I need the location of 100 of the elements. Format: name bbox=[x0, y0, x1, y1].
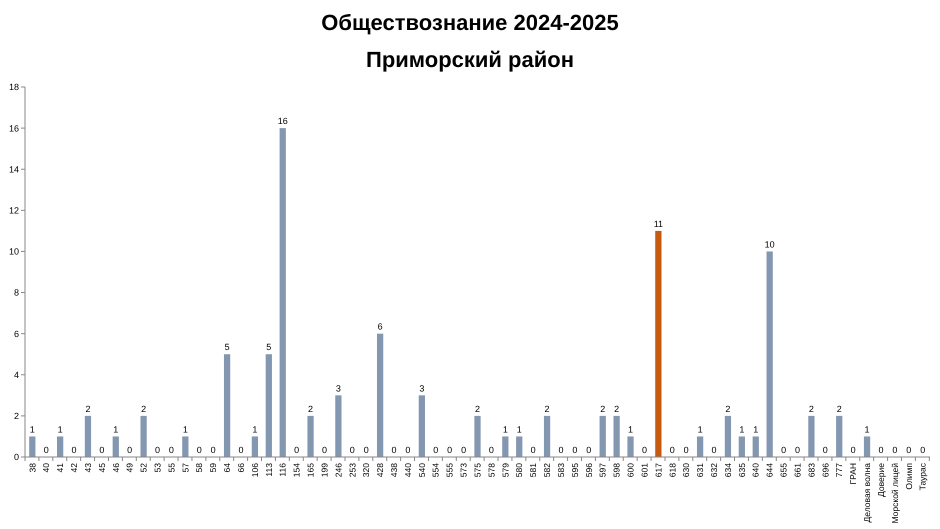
data-label: 1 bbox=[252, 424, 258, 434]
bar bbox=[266, 354, 272, 457]
x-tick-label: 640 bbox=[750, 462, 761, 478]
data-label: 11 bbox=[654, 218, 664, 229]
data-label: 0 bbox=[642, 445, 647, 455]
x-tick-label: 46 bbox=[110, 462, 121, 472]
data-label: 0 bbox=[850, 445, 856, 455]
chart-title: Обществознание 2024-2025 bbox=[321, 10, 619, 35]
data-label: 2 bbox=[85, 404, 90, 414]
data-label: 0 bbox=[168, 445, 174, 455]
x-tick-label: 578 bbox=[486, 462, 496, 478]
bar bbox=[335, 395, 342, 457]
y-tick-label: 12 bbox=[8, 205, 19, 216]
data-label: 2 bbox=[808, 404, 814, 414]
bar bbox=[307, 416, 314, 457]
x-tick-label: 683 bbox=[806, 462, 816, 478]
x-tick-label: 113 bbox=[264, 462, 274, 477]
data-label: 1 bbox=[864, 424, 870, 434]
bar bbox=[57, 436, 64, 457]
bar bbox=[502, 436, 508, 457]
bar bbox=[140, 416, 147, 457]
data-label: 2 bbox=[725, 404, 730, 414]
data-label: 0 bbox=[794, 445, 800, 455]
x-tick-label: 644 bbox=[764, 462, 775, 478]
x-tick-label: 617 bbox=[653, 462, 664, 478]
x-tick-label: Доверие bbox=[876, 462, 886, 497]
data-label: 0 bbox=[906, 445, 912, 455]
x-tick-label: 55 bbox=[166, 462, 176, 472]
x-tick-label: 618 bbox=[667, 462, 678, 478]
x-tick-label: 440 bbox=[402, 462, 413, 478]
data-label: 3 bbox=[419, 383, 424, 394]
x-tick-label: 42 bbox=[69, 462, 80, 472]
data-label: 0 bbox=[586, 445, 592, 455]
y-tick-label: 0 bbox=[14, 452, 19, 462]
x-tick-label: 64 bbox=[222, 462, 232, 472]
x-tick-label: 540 bbox=[416, 462, 427, 478]
x-tick-label: 58 bbox=[194, 462, 204, 472]
data-label: 0 bbox=[461, 445, 466, 455]
data-label: 0 bbox=[322, 445, 327, 455]
bar bbox=[808, 416, 815, 457]
x-tick-label: ГРАН bbox=[848, 463, 858, 485]
data-label: 2 bbox=[544, 404, 550, 414]
data-label: 1 bbox=[502, 424, 508, 434]
bar bbox=[696, 436, 704, 457]
data-label: 1 bbox=[58, 424, 63, 434]
x-tick-label: 600 bbox=[626, 462, 636, 478]
data-label: 0 bbox=[920, 445, 926, 455]
data-label: 1 bbox=[182, 424, 188, 434]
data-label: 0 bbox=[196, 445, 202, 455]
x-tick-label: 66 bbox=[236, 462, 246, 472]
x-tick-label: 116 bbox=[278, 462, 288, 477]
data-label: 1 bbox=[516, 424, 522, 434]
x-tick-label: 598 bbox=[612, 462, 622, 478]
bar bbox=[376, 334, 384, 457]
data-label: 0 bbox=[781, 445, 786, 455]
bar bbox=[836, 416, 842, 457]
x-tick-label: Таурас bbox=[918, 462, 928, 490]
data-label: 0 bbox=[72, 445, 77, 455]
x-tick-label: 41 bbox=[55, 462, 66, 472]
data-label: 1 bbox=[753, 424, 758, 434]
bar bbox=[600, 416, 606, 457]
bar bbox=[627, 436, 634, 457]
data-label: 0 bbox=[822, 445, 828, 455]
data-label: 0 bbox=[294, 445, 300, 455]
data-label: 0 bbox=[350, 445, 355, 455]
bar bbox=[544, 416, 550, 457]
x-tick-label: 59 bbox=[208, 462, 218, 472]
y-tick-label: 8 bbox=[14, 288, 19, 298]
data-label: 2 bbox=[600, 404, 606, 414]
x-tick-label: 38 bbox=[27, 462, 38, 472]
data-label: 0 bbox=[155, 445, 160, 455]
bar bbox=[418, 395, 425, 457]
y-tick-label: 6 bbox=[14, 328, 19, 339]
data-label: 1 bbox=[739, 424, 744, 434]
data-label: 0 bbox=[572, 445, 578, 455]
bar bbox=[280, 128, 286, 457]
data-label: 0 bbox=[670, 445, 675, 455]
data-label: 10 bbox=[764, 239, 775, 250]
x-tick-label: 601 bbox=[639, 462, 650, 478]
x-tick-label: 53 bbox=[152, 462, 162, 472]
x-tick-label: 579 bbox=[500, 462, 510, 478]
y-tick-label: 2 bbox=[14, 411, 19, 422]
x-tick-label: 573 bbox=[458, 462, 469, 478]
x-tick-label: 595 bbox=[570, 462, 580, 478]
bar bbox=[864, 436, 870, 457]
data-label: 0 bbox=[44, 445, 49, 455]
x-tick-label: Деловая волна bbox=[862, 462, 872, 522]
x-tick-label: 634 bbox=[722, 462, 733, 478]
x-tick-label: 554 bbox=[430, 462, 441, 478]
y-tick-label: 4 bbox=[14, 370, 19, 380]
x-tick-label: 165 bbox=[306, 462, 316, 478]
data-label: 0 bbox=[684, 445, 689, 455]
x-tick-label: 597 bbox=[598, 462, 608, 478]
bar bbox=[474, 416, 481, 457]
data-label: 0 bbox=[530, 445, 536, 455]
data-label: 1 bbox=[628, 424, 634, 434]
x-tick-label: 154 bbox=[292, 462, 302, 478]
data-label: 0 bbox=[210, 445, 216, 455]
x-tick-label: 580 bbox=[514, 462, 524, 478]
x-tick-label: 777 bbox=[834, 462, 844, 478]
